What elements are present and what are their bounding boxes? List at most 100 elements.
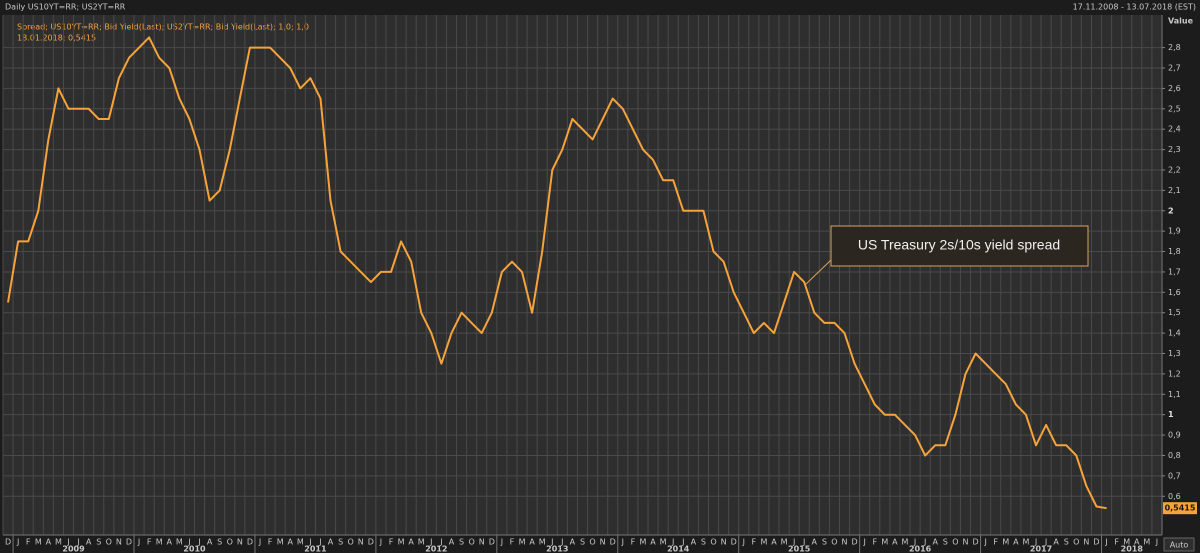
x-tick-label: M [398, 538, 405, 547]
x-tick-label: M [277, 538, 284, 547]
x-tick-label: A [449, 538, 455, 547]
x-tick-label: F [631, 538, 636, 547]
year-label: 2009 [62, 545, 85, 553]
x-tick-label: O [468, 538, 474, 547]
x-tick-label: J [1044, 538, 1047, 547]
year-label: 2013 [546, 545, 568, 553]
x-tick-label: F [1114, 538, 1119, 547]
x-tick-label: M [539, 538, 546, 547]
y-tick-label: 2,3 [1168, 145, 1181, 154]
x-tick-label: M [781, 538, 788, 547]
y-tick-label: 1,3 [1168, 349, 1181, 358]
x-tick-label: O [348, 538, 354, 547]
x-tick-label: O [106, 538, 112, 547]
annotation-leader [804, 259, 832, 286]
x-tick-label: F [510, 538, 515, 547]
y-tick-label: 0,8 [1168, 451, 1181, 460]
x-tick-label: M [660, 538, 667, 547]
year-label: 2012 [425, 545, 447, 553]
y-tick-label: 2,7 [1168, 64, 1181, 73]
x-tick-label: A [650, 538, 656, 547]
x-tick-label: N [962, 538, 968, 547]
x-tick-label: O [952, 538, 958, 547]
y-tick-label: 2,4 [1168, 125, 1181, 134]
x-tick-label: S [217, 538, 222, 547]
x-tick-label: A [771, 538, 777, 547]
y-axis-title: Value [1168, 17, 1194, 26]
y-tick-label: 2,6 [1168, 84, 1181, 93]
x-tick-label: S [1064, 538, 1069, 547]
x-tick-label: S [943, 538, 948, 547]
x-tick-label: M [760, 538, 767, 547]
x-tick-label: A [1053, 538, 1059, 547]
legend-line: Spread; US10YT=RR; Bid Yield(Last); US2Y… [17, 23, 309, 32]
x-tick-label: S [580, 538, 585, 547]
y-tick-label: 0,7 [1168, 471, 1181, 480]
x-tick-label: M [640, 538, 647, 547]
x-tick-label: F [147, 538, 152, 547]
x-tick-label: J [681, 538, 684, 547]
last-value-box [1163, 502, 1197, 515]
x-tick-label: J [16, 538, 19, 547]
x-tick-label: A [46, 538, 52, 547]
year-label: 2014 [667, 545, 690, 553]
x-tick-label: S [338, 538, 343, 547]
auto-button-label[interactable]: Auto [1170, 541, 1189, 550]
x-tick-label: S [459, 538, 464, 547]
x-tick-label: D [731, 538, 737, 547]
chart-title: Daily US10YT=RR; US2YT=RR [5, 3, 126, 12]
x-tick-label: J [137, 538, 140, 547]
x-tick-label: A [570, 538, 576, 547]
x-tick-label: A [932, 538, 938, 547]
x-tick-label: S [96, 538, 101, 547]
x-tick-label: J [863, 538, 866, 547]
x-tick-label: J [66, 538, 69, 547]
x-tick-label: M [881, 538, 888, 547]
x-tick-label: J [983, 538, 986, 547]
x-tick-label: N [479, 538, 485, 547]
x-tick-label: M [35, 538, 42, 547]
x-tick-label: J [439, 538, 442, 547]
x-tick-label: M [1143, 538, 1150, 547]
year-label: 2016 [909, 545, 932, 553]
x-tick-label: O [589, 538, 595, 547]
x-tick-label: J [802, 538, 805, 547]
x-tick-label: O [831, 538, 837, 547]
y-tick-label: 1,2 [1168, 369, 1181, 378]
annotation-box [830, 225, 1089, 267]
x-tick-label: D [247, 538, 253, 547]
x-tick-label: J [913, 538, 916, 547]
x-tick-label: M [297, 538, 304, 547]
x-tick-label: S [701, 538, 706, 547]
x-tick-label: M [1123, 538, 1130, 547]
x-tick-label: J [560, 538, 563, 547]
x-tick-label: O [1073, 538, 1079, 547]
x-tick-label: N [237, 538, 243, 547]
x-tick-label: J [379, 538, 382, 547]
y-tick-label: 1,7 [1168, 267, 1181, 276]
auto-button[interactable] [1163, 537, 1195, 552]
last-value-label: 0,5415 [1165, 504, 1196, 513]
x-tick-label: A [1013, 538, 1019, 547]
x-tick-label: J [1155, 538, 1158, 547]
y-tick-label: 2 [1168, 206, 1174, 215]
x-tick-label: A [86, 538, 92, 547]
x-tick-label: F [752, 538, 757, 547]
x-tick-label: N [842, 538, 848, 547]
x-tick-label: D [972, 538, 978, 547]
x-tick-label: M [1002, 538, 1009, 547]
year-label: 2011 [304, 545, 327, 553]
x-tick-label: O [227, 538, 233, 547]
x-tick-label: N [116, 538, 122, 547]
x-tick-label: J [671, 538, 674, 547]
x-tick-label: J [621, 538, 624, 547]
x-tick-label: M [156, 538, 163, 547]
x-tick-label: N [721, 538, 727, 547]
x-tick-label: J [742, 538, 745, 547]
y-tick-label: 1 [1168, 410, 1174, 419]
x-tick-label: D [852, 538, 858, 547]
y-tick-label: 2,5 [1168, 104, 1181, 113]
x-tick-label: A [287, 538, 293, 547]
x-tick-label: J [550, 538, 553, 547]
x-tick-label: F [268, 538, 273, 547]
